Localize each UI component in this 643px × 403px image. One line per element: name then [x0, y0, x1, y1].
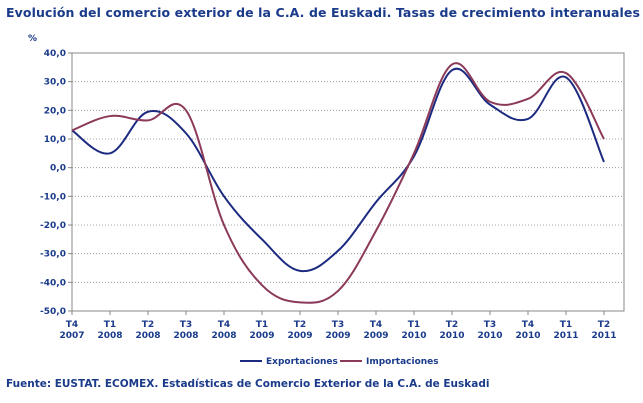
y-tick-label: -10,0	[40, 192, 66, 202]
plot-area	[71, 52, 625, 312]
y-tick-label: -50,0	[40, 307, 66, 317]
legend-label-importaciones: Importaciones	[366, 357, 439, 367]
y-tick-label: 10,0	[44, 135, 66, 145]
x-tick-label-quarter: T1	[104, 320, 116, 330]
series-lines	[71, 62, 605, 304]
y-tick-label: 0,0	[50, 164, 66, 174]
y-tick-label: -20,0	[40, 221, 66, 231]
x-tick-label-quarter: T3	[332, 320, 344, 330]
y-axis-ticks: 40,0 30,0 20,0 10,0 0,0 -10,0 -20,0 -30,0 -40,0 -…	[40, 49, 72, 317]
x-tick-label-quarter: T2	[294, 320, 306, 330]
series-line-importaciones	[71, 62, 605, 304]
x-tick-label-year: 2008	[211, 331, 236, 341]
x-tick-label-year: 2009	[325, 331, 350, 341]
x-tick-label-quarter: T4	[370, 320, 382, 330]
x-tick-label-quarter: T2	[446, 320, 458, 330]
x-tick-label-year: 2009	[363, 331, 388, 341]
y-axis-label: %	[28, 34, 37, 44]
x-tick-label-quarter: T4	[218, 320, 230, 330]
x-tick-label-quarter: T2	[142, 320, 154, 330]
y-tick-label: 20,0	[44, 106, 66, 116]
legend-label-exportaciones: Exportaciones	[266, 357, 338, 367]
x-tick-label-quarter: T4	[522, 320, 534, 330]
x-tick-label-year: 2010	[515, 331, 540, 341]
x-tick-label-quarter: T1	[408, 320, 420, 330]
gridlines	[72, 81, 624, 283]
x-tick-label-year: 2008	[97, 331, 122, 341]
x-axis-ticks: T42007T12008T22008T32008T42008T12009T220…	[59, 311, 617, 341]
x-tick-label-quarter: T3	[180, 320, 192, 330]
x-tick-label-year: 2009	[287, 331, 312, 341]
legend: Exportaciones Importaciones	[240, 357, 439, 367]
chart-title: Evolución del comercio exterior de la C.…	[6, 5, 641, 20]
y-tick-label: -40,0	[40, 278, 66, 288]
x-tick-label-year: 2010	[439, 331, 464, 341]
x-tick-label-year: 2008	[173, 331, 198, 341]
x-tick-label-year: 2010	[477, 331, 502, 341]
x-tick-label-year: 2007	[59, 331, 84, 341]
source-note: Fuente: EUSTAT. ECOMEX. Estadísticas de …	[6, 378, 490, 390]
x-tick-label-quarter: T4	[66, 320, 78, 330]
x-tick-label-quarter: T1	[560, 320, 572, 330]
x-tick-label-quarter: T1	[256, 320, 268, 330]
y-tick-label: -30,0	[40, 250, 66, 260]
x-tick-label-year: 2009	[249, 331, 274, 341]
y-tick-label: 40,0	[44, 49, 66, 59]
x-tick-label-year: 2008	[135, 331, 160, 341]
y-tick-label: 30,0	[44, 78, 66, 88]
x-tick-label-year: 2011	[591, 331, 616, 341]
x-tick-label-quarter: T3	[484, 320, 496, 330]
x-tick-label-year: 2010	[401, 331, 426, 341]
x-tick-label-quarter: T2	[598, 320, 610, 330]
x-tick-label-year: 2011	[553, 331, 578, 341]
